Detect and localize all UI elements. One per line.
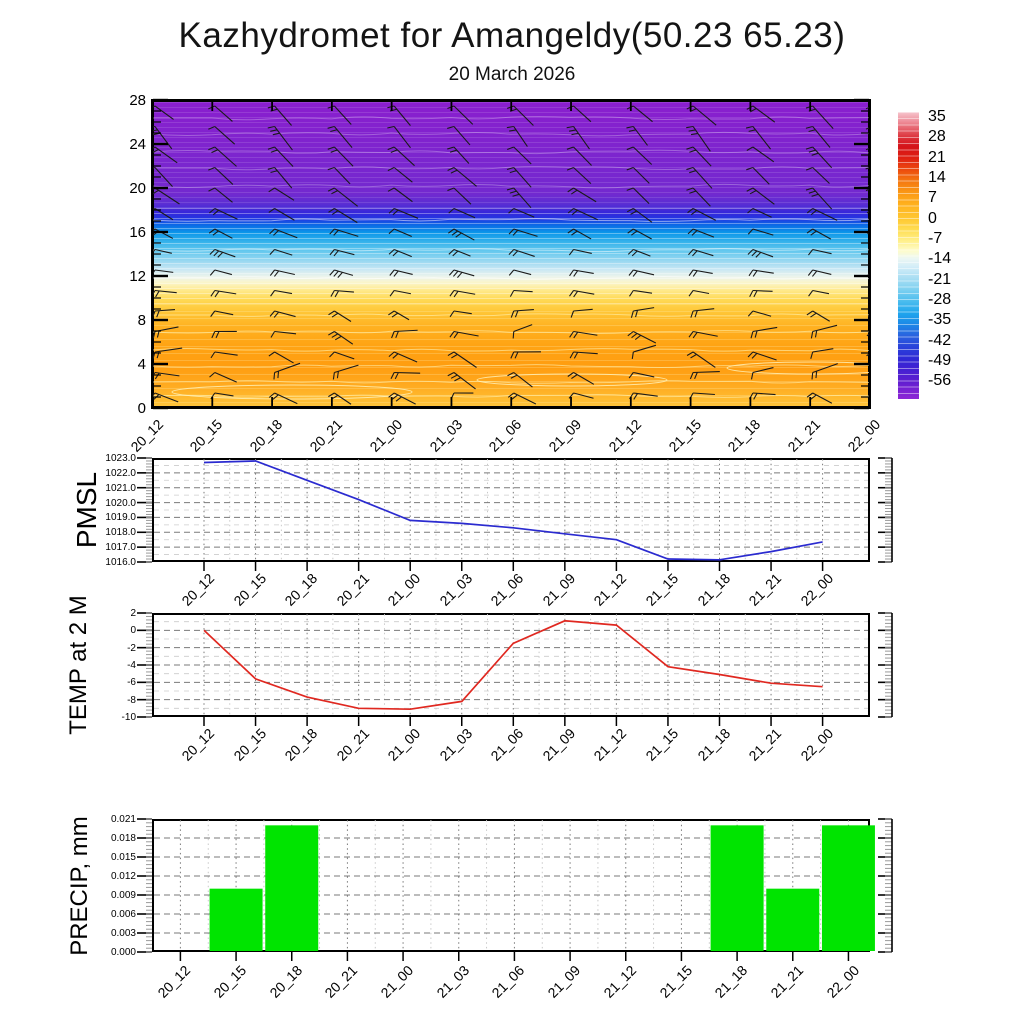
height-tick-label: 12 — [129, 268, 146, 285]
time-tick-label: 22_00 — [822, 962, 862, 1001]
colorbar-tick-label: -42 — [928, 331, 952, 349]
time-tick-label: 21_06 — [488, 962, 528, 1001]
colorbar — [898, 112, 919, 399]
time-tick-label: 21_12 — [600, 962, 640, 1001]
time-tick-label: 21_00 — [377, 962, 417, 1001]
height-tick-label: 16 — [129, 224, 146, 241]
pmsl-tick-label: 1019.0 — [105, 512, 136, 524]
time-tick-label: 21_15 — [655, 962, 695, 1001]
temp-tick-label: -2 — [127, 642, 136, 654]
time-tick-label: 20_18 — [266, 962, 306, 1001]
precip-tick-label: 0.009 — [110, 890, 136, 901]
colorbar-tick-label: 21 — [928, 148, 946, 166]
colorbar-segments — [898, 112, 919, 399]
colorbar-tick-label: 14 — [928, 168, 946, 186]
colorbar-tick-label: -28 — [928, 290, 952, 308]
height-tick-label: 8 — [137, 312, 146, 329]
temp-tick-label: -4 — [127, 659, 136, 671]
temp-tick-label: 2 — [130, 608, 136, 619]
page-title: Kazhydromet for Amangeldy(50.23 65.23) — [178, 16, 846, 55]
height-tick-label: 28 — [129, 92, 146, 109]
height-tick-label: 0 — [137, 400, 146, 417]
height-tick-label: 20 — [129, 180, 146, 197]
height-tick-label: 4 — [137, 356, 146, 373]
pmsl-tick-label: 1018.0 — [105, 527, 136, 539]
page-subtitle: 20 March 2026 — [448, 64, 576, 85]
pmsl-tick-label: 1022.0 — [105, 467, 136, 479]
colorbar-tick-label: 7 — [928, 189, 937, 207]
colorbar-tick-label: -35 — [928, 311, 952, 329]
precip-tick-label: 0.006 — [110, 909, 136, 920]
colorbar-tick-label: -21 — [928, 270, 952, 288]
pmsl-tick-label: 1021.0 — [105, 482, 136, 494]
temp-tick-label: 0 — [130, 625, 136, 637]
colorbar-tick-label: 28 — [928, 128, 946, 146]
pmsl-tick-label: 1020.0 — [105, 497, 136, 509]
colorbar-tick-label: -14 — [928, 250, 952, 268]
colorbar-tick-label: -7 — [928, 229, 943, 247]
time-tick-label: 21_18 — [711, 962, 751, 1001]
time-tick-label: 21_03 — [433, 962, 473, 1001]
temp-tick-label: -10 — [121, 711, 136, 723]
colorbar-tick-label: 35 — [928, 108, 946, 125]
precip-tick-label: 0.003 — [110, 928, 136, 939]
pmsl-tick-label: 1016.0 — [105, 556, 136, 568]
precip-tick-label: 0.015 — [110, 852, 136, 863]
time-tick-label: 21_09 — [544, 962, 584, 1001]
colorbar-tick-label: -49 — [928, 351, 952, 369]
precip-tick-label: 0.021 — [110, 814, 136, 825]
precip-tick-label: 0.012 — [110, 871, 136, 882]
pmsl-tick-label: 1017.0 — [105, 542, 136, 554]
time-tick-label: 20_12 — [154, 962, 194, 1001]
colorbar-tick-label: -56 — [928, 372, 952, 390]
height-tick-label: 24 — [129, 136, 146, 153]
temp-tick-label: -6 — [127, 677, 136, 689]
time-tick-label: 20_15 — [210, 962, 250, 1001]
precip-tick-label: 0.018 — [110, 833, 136, 844]
time-tick-label: 20_21 — [321, 962, 361, 1001]
temp-tick-label: -8 — [127, 694, 136, 706]
pmsl-tick-label: 1023.0 — [105, 453, 136, 464]
time-tick-label: 21_21 — [767, 962, 807, 1001]
precip-tick-label: 0.000 — [110, 947, 136, 958]
colorbar-tick-label: 0 — [928, 209, 937, 227]
